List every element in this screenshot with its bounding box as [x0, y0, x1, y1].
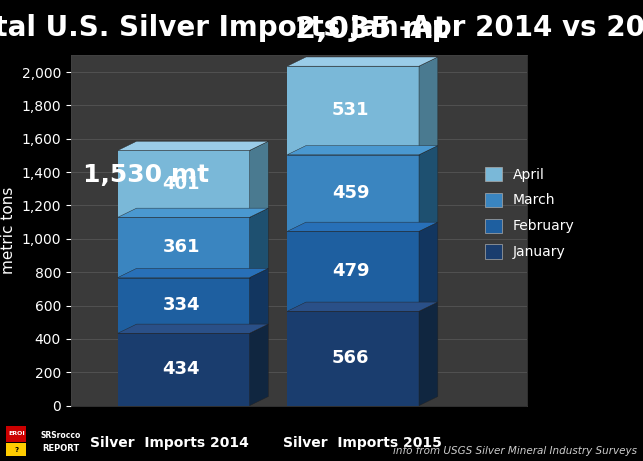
Text: SRSrocco: SRSrocco — [41, 431, 80, 440]
Polygon shape — [419, 146, 438, 231]
Polygon shape — [118, 324, 268, 333]
Bar — [287, 311, 419, 406]
Polygon shape — [118, 268, 268, 278]
Bar — [287, 155, 419, 231]
Text: 1,530 mt: 1,530 mt — [83, 163, 209, 187]
Polygon shape — [249, 141, 268, 217]
Text: info from USGS Silver Mineral Industry Surveys: info from USGS Silver Mineral Industry S… — [393, 446, 637, 456]
Bar — [6, 443, 26, 456]
Y-axis label: metric tons: metric tons — [1, 187, 16, 274]
Text: 334: 334 — [163, 296, 200, 314]
Polygon shape — [419, 222, 438, 311]
Text: Silver  Imports 2015: Silver Imports 2015 — [283, 436, 442, 450]
Text: 459: 459 — [332, 184, 370, 202]
Polygon shape — [249, 268, 268, 333]
Text: 479: 479 — [332, 262, 370, 280]
Polygon shape — [419, 302, 438, 406]
Text: 566: 566 — [332, 349, 370, 367]
Text: EROI: EROI — [8, 431, 24, 436]
Text: 434: 434 — [163, 361, 200, 378]
Text: Total U.S. Silver Imports Jan-Apr 2014 vs 2015: Total U.S. Silver Imports Jan-Apr 2014 v… — [0, 14, 643, 42]
Polygon shape — [249, 324, 268, 406]
Polygon shape — [287, 302, 438, 311]
Bar — [118, 150, 249, 217]
Polygon shape — [249, 208, 268, 278]
Polygon shape — [287, 222, 438, 231]
Bar — [118, 333, 249, 406]
Polygon shape — [287, 57, 438, 66]
Bar — [287, 66, 419, 155]
Bar — [118, 278, 249, 333]
Text: 401: 401 — [163, 175, 200, 193]
Bar — [6, 426, 26, 442]
Polygon shape — [118, 141, 268, 150]
Text: ?: ? — [14, 447, 19, 453]
Polygon shape — [419, 57, 438, 155]
Polygon shape — [287, 146, 438, 155]
Bar — [287, 231, 419, 311]
Polygon shape — [118, 208, 268, 217]
Legend: April, March, February, January: April, March, February, January — [480, 161, 580, 265]
Text: 361: 361 — [163, 238, 200, 256]
Text: REPORT: REPORT — [42, 444, 79, 453]
Text: 2,035 mt: 2,035 mt — [295, 15, 449, 44]
Bar — [118, 217, 249, 278]
Text: Silver  Imports 2014: Silver Imports 2014 — [90, 436, 249, 450]
Text: 531: 531 — [332, 101, 370, 119]
